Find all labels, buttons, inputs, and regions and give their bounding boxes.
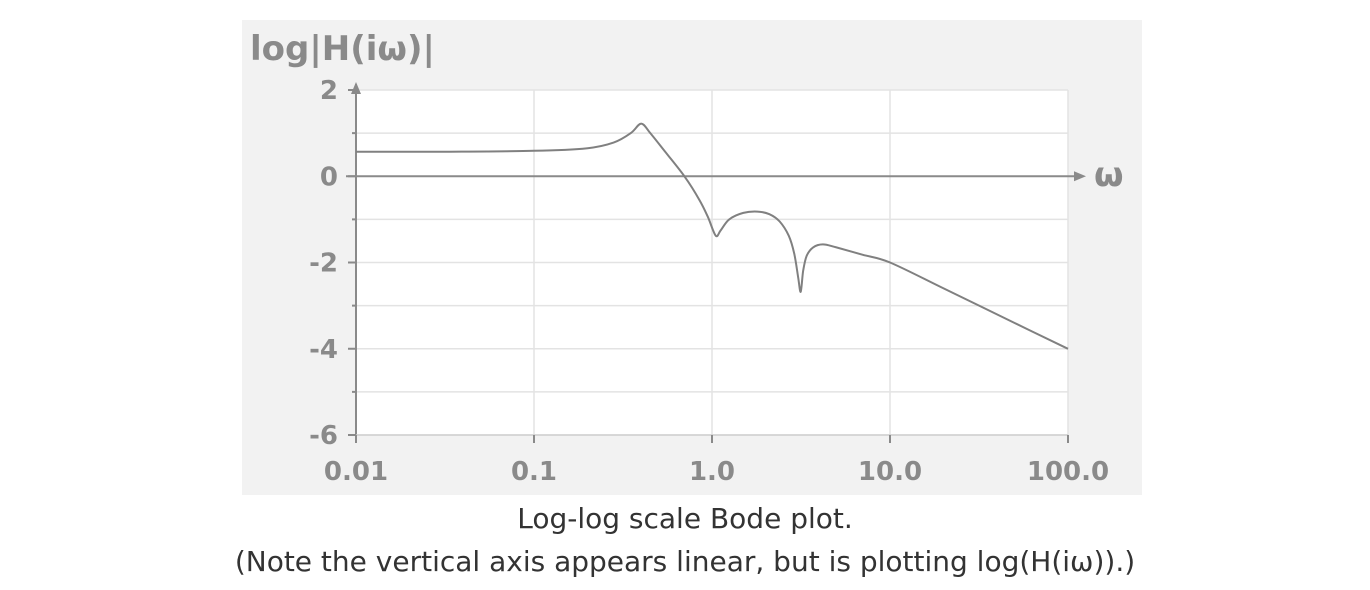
y-tick-label: -6	[309, 421, 338, 451]
chart-figure: 2 0 -2 -4 -6 0.01 0.1 1.0 10.0 100.0 log|H(iω)| ω	[242, 20, 1142, 495]
series-group	[355, 122, 1069, 350]
y-tick-label: 2	[320, 76, 338, 106]
x-tick-label: 0.1	[511, 457, 557, 487]
grid	[355, 89, 1069, 436]
axes	[346, 82, 1086, 443]
x-tick-label: 0.01	[324, 457, 388, 487]
caption-line-2: (Note the vertical axis appears linear, …	[234, 545, 1136, 578]
series-line	[355, 122, 1069, 350]
tick-labels: 2 0 -2 -4 -6 0.01 0.1 1.0 10.0 100.0	[309, 76, 1109, 487]
x-axis-arrow	[1074, 171, 1086, 182]
y-tick-label: -2	[309, 249, 338, 279]
y-axis-title: log|H(iω)|	[250, 29, 435, 69]
x-axis-title: ω	[1094, 155, 1124, 195]
y-axis-arrow	[351, 82, 361, 94]
x-tick-label: 100.0	[1027, 457, 1109, 487]
caption-line-1: Log-log scale Bode plot.	[517, 502, 853, 535]
y-tick-label: 0	[320, 162, 338, 192]
x-tick-label: 10.0	[858, 457, 922, 487]
y-tick-label: -4	[309, 335, 338, 365]
x-tick-label: 1.0	[689, 457, 735, 487]
bode-plot: 2 0 -2 -4 -6 0.01 0.1 1.0 10.0 100.0 log|H(iω)| ω	[250, 29, 1124, 487]
